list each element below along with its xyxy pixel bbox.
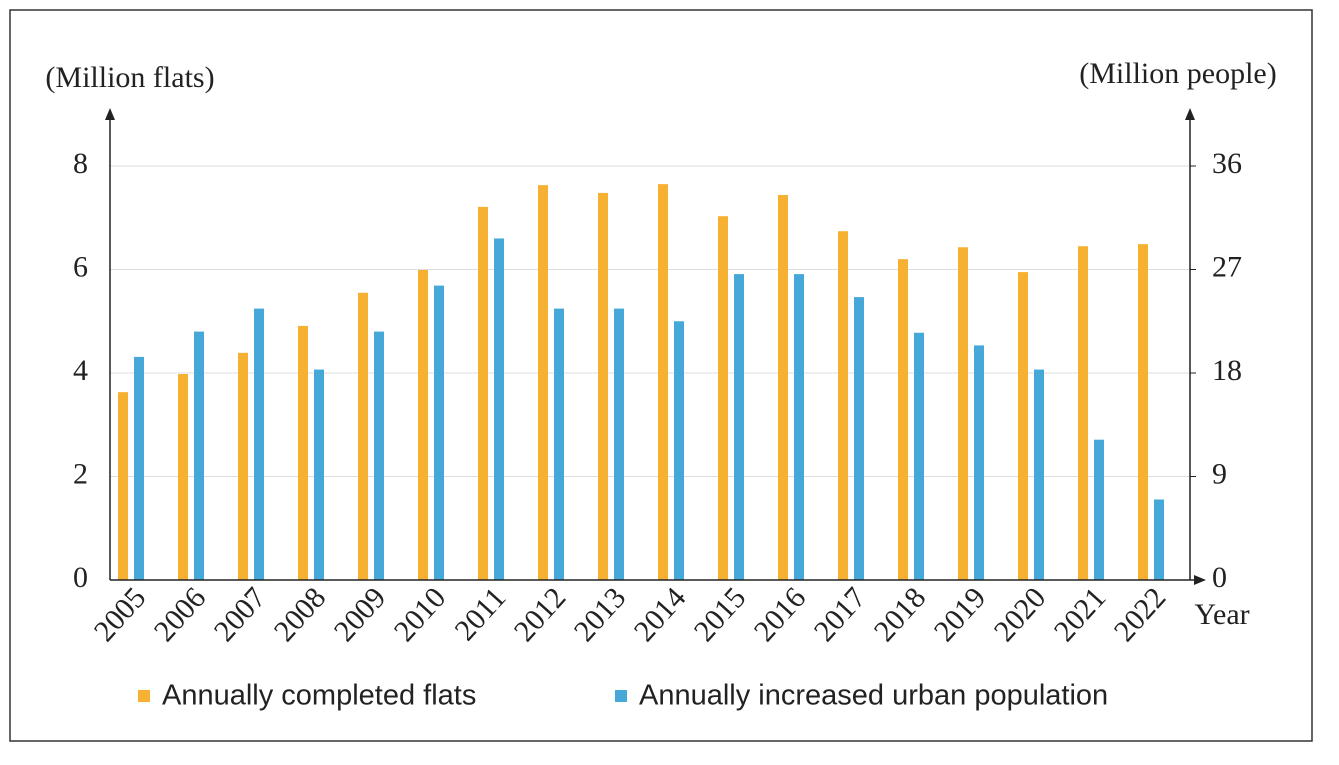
bar: [358, 292, 368, 580]
bar: [374, 331, 384, 580]
bar: [598, 192, 608, 580]
y-axis-label: (Million flats): [45, 61, 214, 94]
bar: [658, 184, 668, 581]
x-tick-label: 2005: [88, 581, 153, 648]
bar: [178, 374, 188, 580]
y2-tick-label: 27: [1212, 250, 1242, 283]
bar: [1094, 439, 1104, 580]
bar: [538, 185, 548, 580]
x-tick-label: 2012: [508, 581, 573, 648]
bar: [418, 270, 428, 580]
y-axis-arrow: [105, 108, 115, 120]
legend-swatch: [138, 690, 150, 702]
x-tick-label: 2008: [268, 581, 333, 648]
x-tick-label: 2007: [208, 581, 273, 648]
bar: [238, 352, 248, 580]
y2-tick-label: 9: [1212, 457, 1227, 490]
x-tick-label: 2022: [1108, 581, 1173, 648]
y-tick-label: 0: [73, 561, 88, 594]
bar: [958, 247, 968, 580]
legend-label: Annually completed flats: [162, 680, 476, 712]
bar: [194, 331, 204, 580]
frame: [9, 9, 1313, 742]
bar: [794, 274, 804, 580]
x-tick-label: 2006: [148, 581, 213, 648]
x-tick-label: 2020: [988, 581, 1053, 648]
x-tick-label: 2019: [928, 581, 993, 648]
y2-axis-arrow: [1185, 108, 1195, 120]
y-tick-label: 2: [73, 457, 88, 490]
bar: [478, 206, 488, 580]
bar: [1154, 499, 1164, 580]
x-tick-label: 2017: [808, 581, 873, 648]
bar: [118, 392, 128, 580]
bar: [134, 356, 144, 580]
legend-label: Annually increased urban population: [639, 680, 1108, 712]
y2-tick-label: 0: [1212, 561, 1227, 594]
bar: [1018, 272, 1028, 580]
x-tick-label: 2016: [748, 581, 813, 648]
x-tick-label: 2021: [1048, 581, 1113, 648]
legend-swatch: [615, 690, 627, 702]
bar: [494, 238, 504, 580]
y-tick-label: 6: [73, 250, 88, 283]
bar: [854, 297, 864, 580]
bar: [254, 308, 264, 580]
bar: [838, 231, 848, 580]
bar: [434, 285, 444, 580]
bar: [734, 274, 744, 580]
bar: [554, 308, 564, 580]
x-tick-label: 2014: [628, 581, 693, 648]
x-axis-label: Year: [1194, 598, 1249, 631]
y2-axis-label: (Million people): [1079, 57, 1276, 90]
bar: [974, 345, 984, 580]
y2-tick-label: 36: [1212, 147, 1242, 180]
y2-tick-label: 18: [1212, 354, 1242, 387]
bar: [314, 369, 324, 580]
x-tick-label: 2015: [688, 581, 753, 648]
bar: [614, 308, 624, 580]
bar: [298, 325, 308, 580]
y-tick-label: 4: [73, 354, 88, 387]
bar: [778, 194, 788, 581]
x-tick-label: 2018: [868, 581, 933, 648]
x-tick-label: 2013: [568, 581, 633, 648]
y-tick-label: 8: [73, 147, 88, 180]
bar: [914, 332, 924, 580]
bar: [898, 259, 908, 580]
bar: [1138, 244, 1148, 580]
bar: [718, 216, 728, 580]
bars: [118, 184, 1164, 581]
x-tick-label: 2011: [448, 581, 512, 647]
x-tick-label: 2009: [328, 581, 393, 648]
x-tick-label: 2010: [388, 581, 453, 648]
bar: [1078, 246, 1088, 580]
bar: [1034, 369, 1044, 580]
bar: [674, 321, 684, 580]
x-axis-arrow: [1194, 575, 1206, 585]
